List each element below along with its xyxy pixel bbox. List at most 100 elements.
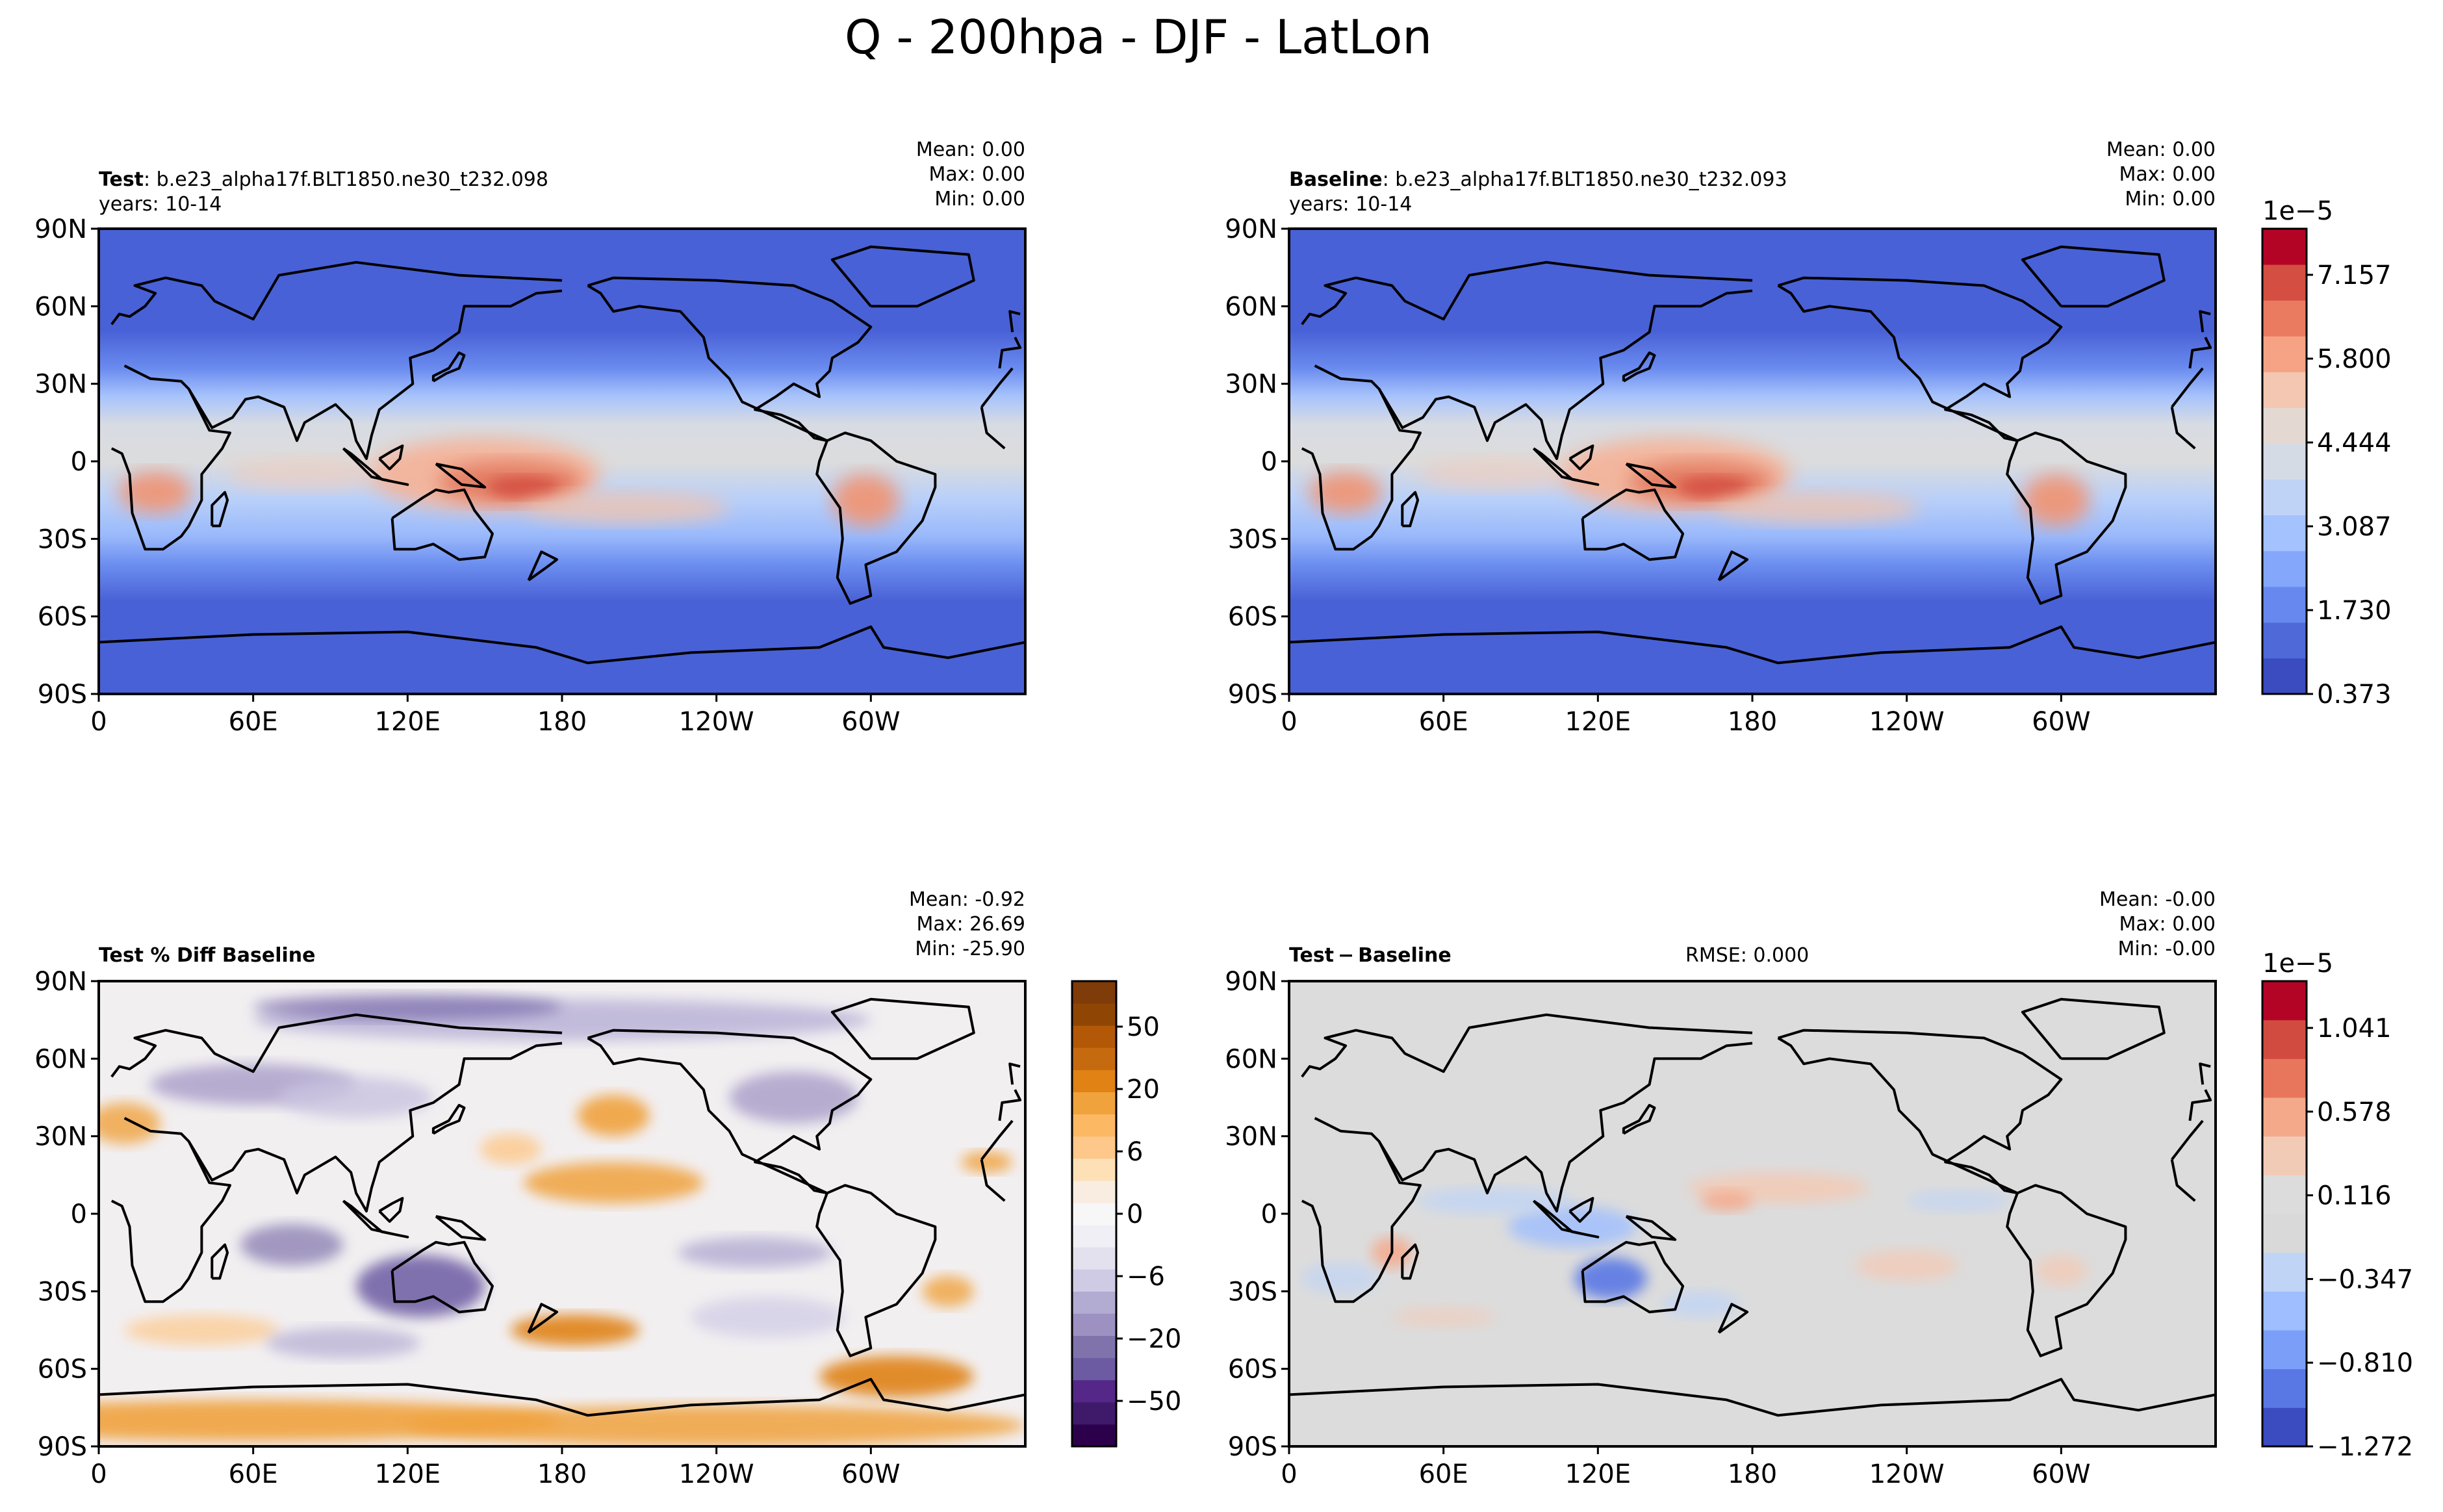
stat-2: Min: 0.00 — [934, 188, 1025, 211]
colorbar-swatch — [2262, 1368, 2307, 1408]
colorbar-swatch — [1072, 1313, 1116, 1337]
pct-anomaly-5 — [356, 1255, 485, 1318]
coastline-greenland — [2021, 245, 2166, 308]
colorbar-swatch — [2262, 443, 2307, 480]
coastline-uk — [2199, 1062, 2211, 1085]
colorbar-swatch — [1072, 1202, 1116, 1225]
colorbar-swatch — [1072, 1269, 1116, 1292]
pct-anomaly-15 — [729, 1071, 858, 1123]
panel-label-case: : b.e23_alpha17f.BLT1850.ne30_t232.098 — [144, 168, 548, 191]
coastline-nz — [1717, 1303, 1749, 1334]
colorbar-swatch — [2262, 229, 2307, 265]
moisture-blob-amazon — [2022, 474, 2090, 526]
lon-tick-label: 180 — [1728, 1459, 1777, 1489]
lat-tick-label: 60N — [34, 1044, 87, 1074]
figure-title: Q - 200hpa - DJF - LatLon — [845, 10, 1432, 64]
lat-tick-label: 0 — [71, 447, 87, 477]
coastline-namerica — [1777, 1029, 2063, 1195]
colorbar-tick-label: 0.373 — [2317, 680, 2392, 710]
lat-tick-label: 30S — [1228, 524, 1277, 554]
coastline-namerica — [1777, 276, 2063, 442]
lon-tick-label: 60W — [2032, 1459, 2090, 1489]
coastline-asia — [1377, 289, 1753, 460]
pct-anomaly-18 — [266, 1327, 421, 1359]
coastline-greenland — [830, 997, 975, 1060]
colorbar-swatch — [2262, 1330, 2307, 1370]
lat-tick-label: 0 — [1261, 447, 1277, 477]
colorbar-swatch — [2262, 1097, 2307, 1137]
coastline-indonesia — [342, 1199, 409, 1238]
colorbar-tick-label: 4.444 — [2317, 428, 2392, 458]
moisture-peak-pacific — [1678, 476, 1750, 498]
map-field — [99, 229, 1025, 694]
pct-anomaly-2 — [577, 1095, 650, 1136]
coastline-indonesia — [342, 447, 409, 486]
colorbar-tick-label: −6 — [1127, 1262, 1165, 1292]
lat-tick-label: 0 — [71, 1199, 87, 1229]
coastline-africa — [1301, 365, 2204, 551]
coastline-ng — [1625, 463, 1677, 489]
colorbar-tick-label: 0 — [1127, 1199, 1143, 1229]
colorbar-swatch — [1072, 1092, 1116, 1115]
coastline-madagascar — [1401, 491, 1420, 528]
coastline-namerica — [587, 276, 873, 442]
colorbar-tick-label: −50 — [1127, 1387, 1181, 1416]
pct-anomaly-12 — [960, 1151, 1013, 1173]
coastline-borneo — [1568, 444, 1594, 470]
lon-tick-label: 60W — [2032, 707, 2090, 737]
colorbar-swatch — [1072, 1180, 1116, 1203]
panel-label-case: : b.e23_alpha17f.BLT1850.ne30_t232.093 — [1383, 168, 1787, 191]
coastline-europe — [1301, 261, 2212, 369]
lat-tick-label: 0 — [1261, 1199, 1277, 1229]
lon-tick-label: 60E — [229, 1459, 278, 1489]
lat-tick-label: 90N — [1225, 214, 1277, 244]
lat-tick-label: 30S — [1228, 1277, 1277, 1307]
map-field — [99, 981, 1025, 1446]
stat-1: Max: 26.69 — [916, 913, 1025, 936]
coastline-greenland — [2021, 997, 2166, 1060]
colorbar-swatch — [1072, 1114, 1116, 1137]
colorbar-swatch — [1072, 1247, 1116, 1270]
colorbar-frame — [2261, 980, 2308, 1448]
diff-anomaly-10 — [1906, 1190, 2010, 1212]
coastline-europe — [1301, 1013, 2212, 1121]
diff-anomaly-7 — [2035, 1255, 2087, 1287]
coastline-madagascar — [1401, 1243, 1420, 1280]
coastline-antarctica — [99, 625, 1025, 665]
coastline-borneo — [378, 1197, 404, 1223]
lat-tick-label: 60N — [34, 292, 87, 322]
colorbar-swatch — [1072, 1225, 1116, 1248]
lon-tick-label: 120E — [1565, 707, 1631, 737]
lon-tick-label: 120W — [679, 1459, 754, 1489]
colorbar-swatch — [2262, 981, 2307, 1021]
lon-tick-label: 60E — [1419, 1459, 1468, 1489]
lat-tick-label: 60S — [1228, 602, 1277, 632]
lat-tick-label: 60S — [38, 1355, 87, 1385]
lon-tick-label: 120W — [1869, 1459, 1945, 1489]
colorbar-exponent: 1e−5 — [2262, 949, 2333, 979]
stat-1: Max: 0.00 — [929, 163, 1025, 186]
colorbar-swatch — [1072, 1424, 1116, 1447]
diff-anomaly-4 — [1700, 1190, 1752, 1212]
map-field — [1289, 229, 2216, 694]
pct-anomaly-14 — [678, 1237, 832, 1268]
colorbar-swatch — [1072, 1070, 1116, 1092]
coastline-indonesia — [1532, 447, 1600, 486]
colorbar-swatch — [1072, 1025, 1116, 1048]
colorbar-pct-diff: 50 20 6 0 −6 −20 −50 — [1071, 980, 1181, 1448]
colorbar-swatch — [1072, 1003, 1116, 1026]
colorbar-q: 0.373 1.730 3.087 4.444 5.800 7.157 1e−5 — [2261, 196, 2392, 710]
diff-anomaly-8 — [1662, 1291, 1740, 1318]
coastline-africa — [1301, 1117, 2204, 1303]
lon-tick-label: 0 — [1281, 1459, 1297, 1489]
diff-anomaly-0 — [1574, 1257, 1647, 1300]
coastline-uk — [1008, 310, 1021, 333]
lat-tick-label: 90N — [34, 967, 87, 997]
pct-anomaly-4 — [480, 1133, 542, 1165]
colorbar-swatch — [2262, 1407, 2307, 1447]
lon-tick-label: 120E — [375, 707, 441, 737]
lon-tick-label: 180 — [537, 1459, 587, 1489]
